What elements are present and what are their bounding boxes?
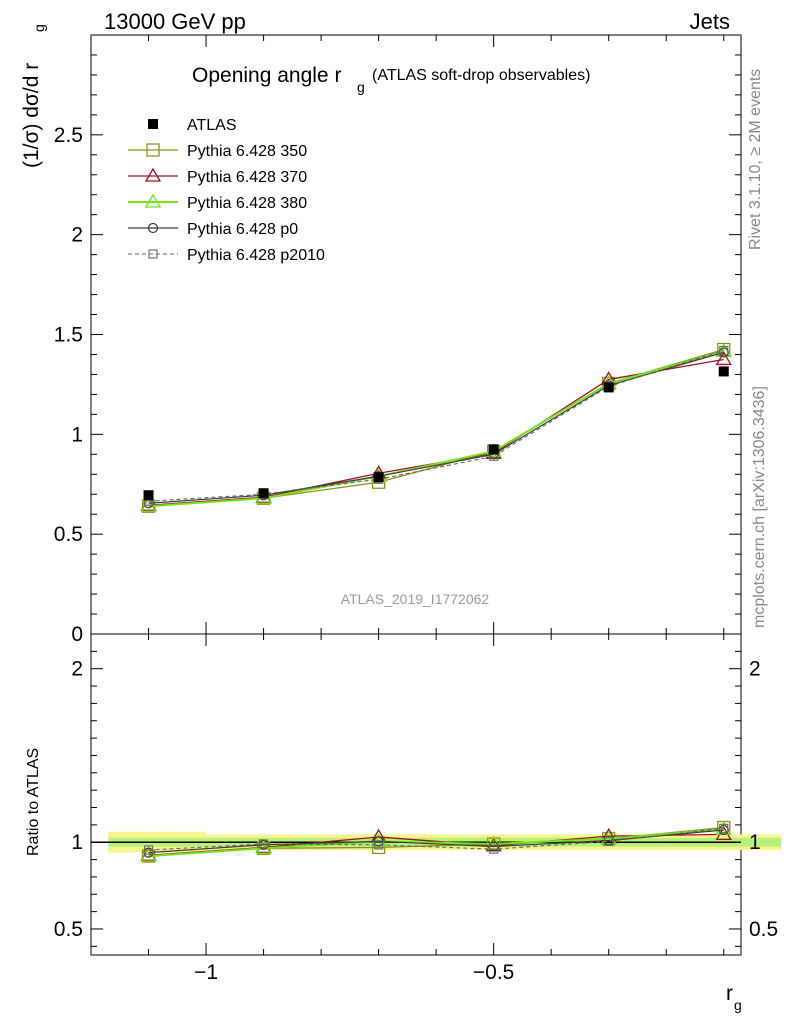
ratio-point-p2010 — [604, 836, 614, 846]
main-y-tick-label: 2.5 — [54, 124, 83, 147]
main-y-tick-label: 1 — [71, 423, 83, 446]
ratio-point-p2010 — [489, 844, 499, 854]
ylabel-main: (1/σ) dσ/d r — [20, 63, 43, 168]
ratio-point-p2010 — [719, 823, 729, 833]
x-tick-label: −1 — [194, 961, 218, 984]
header-left: 13000 GeV pp — [104, 9, 246, 34]
ratio-point-p2010 — [143, 845, 154, 855]
ratio-point-p2010 — [374, 840, 384, 850]
legend-label-p0: Pythia 6.428 p0 — [187, 221, 298, 238]
ylabel-ratio-group: Ratio to ATLAS — [25, 748, 42, 856]
ratio-y-tick-label-right: 2 — [749, 658, 761, 681]
xlabel: r — [726, 982, 733, 1005]
main-point-p2010 — [719, 345, 729, 356]
ratio-y-tick-label-left: 0.5 — [54, 918, 83, 941]
ylabel-main-sub: g — [31, 24, 47, 32]
mcplots-label-group: mcplots.cern.ch [arXiv:1306.3436] — [751, 386, 768, 628]
legend-marker-p380 — [144, 193, 162, 208]
main-y-tick-label: 2 — [71, 224, 83, 247]
ratio-point-p370 — [600, 827, 617, 842]
legend: ATLAS Pythia 6.428 350 Pythia 6.428 370 Pyt… — [128, 117, 325, 264]
main-point-data — [718, 366, 729, 377]
legend-marker-p2010 — [148, 249, 158, 259]
main-line-p370 — [148, 358, 724, 506]
main-point-p370 — [715, 351, 732, 366]
ylabel-main-group: (1/σ) dσ/d r — [20, 63, 43, 168]
main-line-p2010 — [148, 349, 724, 502]
plot-title: Opening angle r — [192, 64, 341, 87]
legend-label-data: ATLAS — [187, 117, 237, 134]
ratio-point-p2010 — [259, 839, 269, 849]
ylabel-main-sub-group: g — [31, 24, 47, 32]
ylabel-ratio: Ratio to ATLAS — [25, 748, 42, 856]
ratio-series-layer — [140, 820, 732, 863]
plot-title-sub: g — [357, 79, 365, 95]
ratio-y-tick-label-right: 0.5 — [749, 918, 778, 941]
plot-title-main: Opening angle r — [192, 64, 341, 87]
main-y-tick-label: 1.5 — [54, 324, 83, 347]
main-line-p0 — [148, 351, 724, 504]
ratio-line-p380 — [148, 828, 724, 858]
axes-ticks: −1 −0.5 0 0.5 1 1.5 2 2.5 0.5 0.5 1 1 2 2 — [54, 35, 778, 984]
legend-label-p350: Pythia 6.428 350 — [187, 143, 307, 160]
main-line-p350 — [148, 348, 724, 507]
main-line-p380 — [148, 350, 725, 508]
header-right: Jets — [690, 9, 730, 34]
legend-marker-p350 — [146, 143, 160, 157]
main-y-tick-label: 0 — [71, 623, 83, 646]
ratio-line-p2010 — [148, 827, 724, 851]
xlabel-sub: g — [734, 997, 742, 1013]
legend-label-p380: Pythia 6.428 380 — [187, 195, 307, 212]
rivet-label: Rivet 3.1.10, ≥ 2M events — [747, 69, 764, 250]
ratio-y-tick-label-right: 1 — [749, 831, 761, 854]
main-y-tick-label: 0.5 — [54, 523, 83, 546]
main-point-data — [258, 488, 269, 499]
ratio-y-tick-label-left: 1 — [71, 831, 83, 854]
x-tick-label: −0.5 — [473, 961, 514, 984]
ratio-y-tick-label-left: 2 — [71, 658, 83, 681]
main-point-data — [143, 490, 154, 501]
legend-marker-p0 — [147, 222, 159, 234]
plot-title-extra: (ATLAS soft-drop observables) — [372, 67, 590, 84]
main-point-data — [603, 382, 614, 393]
legend-marker-p370 — [144, 167, 162, 182]
ratio-panel-frame — [90, 633, 742, 956]
legend-label-p2010: Pythia 6.428 p2010 — [187, 247, 325, 264]
legend-label-p370: Pythia 6.428 370 — [187, 169, 307, 186]
main-point-data — [373, 472, 384, 483]
analysis-watermark: ATLAS_2019_I1772062 — [341, 591, 490, 607]
legend-marker-data — [148, 119, 158, 129]
ratio-line-p0 — [148, 829, 724, 854]
main-point-data — [488, 444, 499, 455]
mcplots-label: mcplots.cern.ch [arXiv:1306.3436] — [751, 386, 768, 628]
rivet-label-group: Rivet 3.1.10, ≥ 2M events — [747, 69, 764, 250]
main-series-layer — [140, 342, 732, 513]
